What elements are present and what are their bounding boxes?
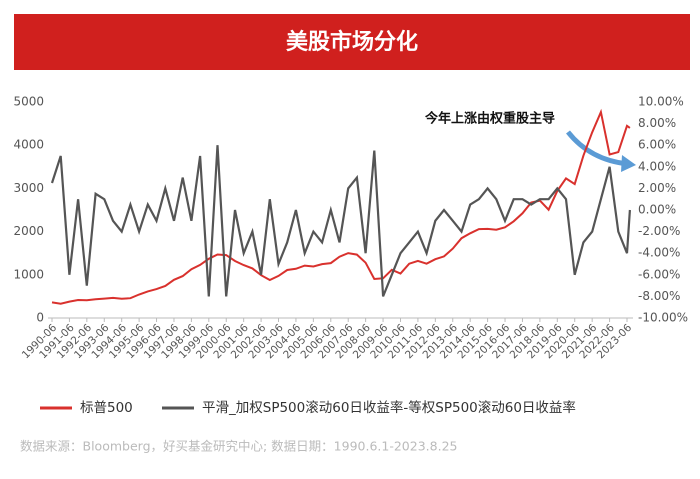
y2-tick-label: -4.00% xyxy=(638,246,680,260)
legend-label: 标普500 xyxy=(80,400,133,416)
y2-tick-label: 6.00% xyxy=(638,138,676,152)
source-note: 数据来源：Bloomberg，好买基金研究中心; 数据日期：1990.6.1-2… xyxy=(20,439,457,454)
y-tick-label: 4000 xyxy=(13,138,44,152)
y2-tick-label: -10.00% xyxy=(638,311,688,325)
y2-tick-label: 8.00% xyxy=(638,116,676,130)
series-line xyxy=(51,108,631,305)
y2-tick-label: 2.00% xyxy=(638,181,676,195)
y2-tick-label: 4.00% xyxy=(638,159,676,173)
annotation-arrowhead xyxy=(621,155,636,172)
chart-title: 美股市场分化 xyxy=(286,29,418,55)
y2-tick-label: 0.00% xyxy=(638,203,676,217)
y-tick-label: 2000 xyxy=(13,224,44,238)
y-tick-label: 1000 xyxy=(13,267,44,281)
y2-tick-label: -2.00% xyxy=(638,224,680,238)
y2-tick-label: 10.00% xyxy=(638,95,684,109)
y-tick-label: 5000 xyxy=(13,95,44,109)
title-banner xyxy=(14,14,690,70)
annotation: 今年上涨由权重股主导 xyxy=(424,111,555,127)
series-line xyxy=(50,145,631,297)
legend-label: 平滑_加权SP500滚动60日收益率-等权SP500滚动60日收益率 xyxy=(202,399,576,416)
y-tick-label: 3000 xyxy=(13,181,44,195)
annotation-arrow xyxy=(566,130,629,167)
y2-tick-label: -6.00% xyxy=(638,267,680,281)
y-tick-label: 0 xyxy=(36,311,44,325)
y2-tick-label: -8.00% xyxy=(638,289,680,303)
